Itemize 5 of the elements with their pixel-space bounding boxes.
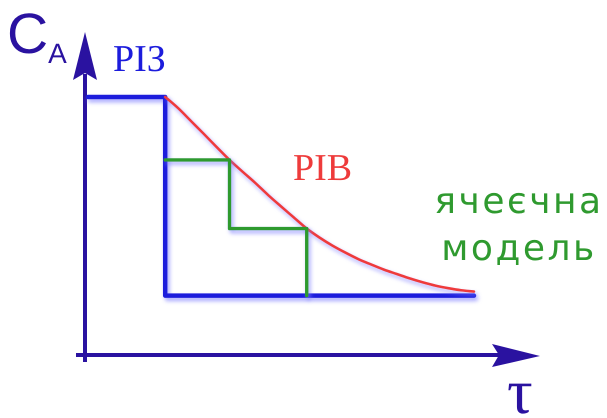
y-axis-title: C$_{A}$ <box>7 2 68 69</box>
text: ячеєчна модель <box>434 181 604 269</box>
series-label: РІЗ <box>113 38 166 80</box>
series-label: РІВ <box>293 147 352 189</box>
x-axis-title: τ <box>507 356 533 418</box>
